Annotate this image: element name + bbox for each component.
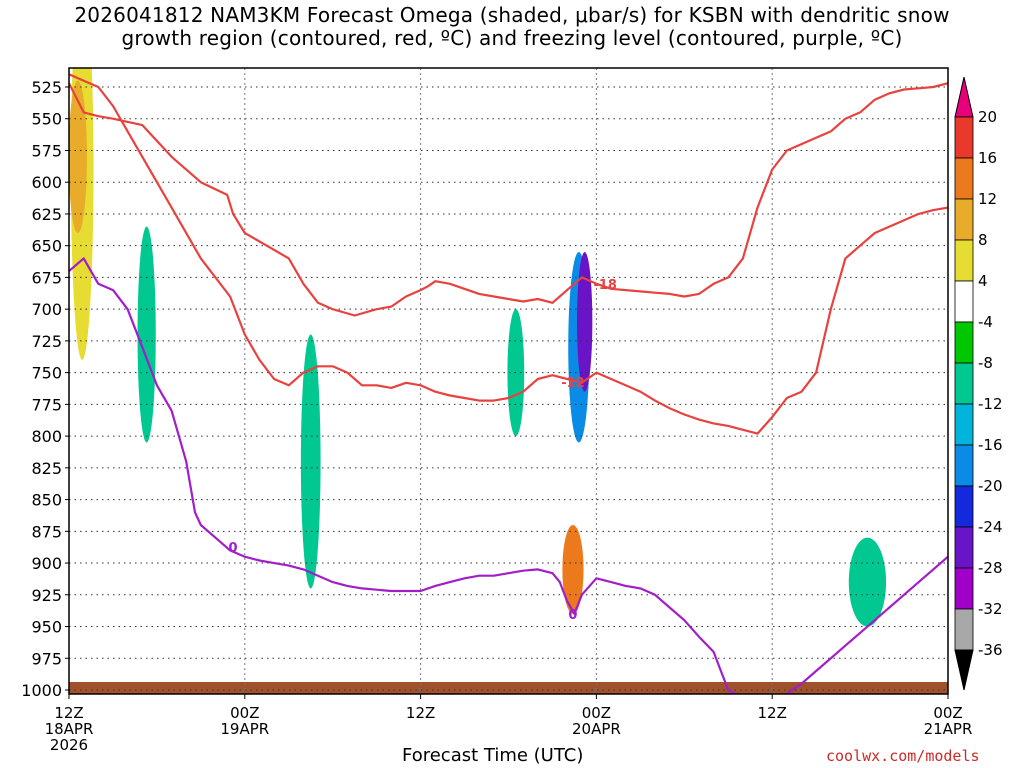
omega-region [300, 334, 321, 589]
plot-frame [68, 67, 949, 695]
colorbar-label: -20 [978, 477, 1003, 495]
y-tick-label: 725 [31, 332, 62, 351]
colorbar-label: -32 [978, 600, 1003, 618]
colorbar-swatch [954, 157, 974, 200]
colorbar-label: 4 [978, 272, 988, 290]
contour-line [786, 555, 948, 694]
y-tick-label: 550 [31, 110, 62, 129]
omega-region [137, 226, 156, 443]
colorbar-swatch [954, 526, 974, 569]
y-tick-label: 675 [31, 268, 62, 287]
x-tick-label: 00Z [582, 704, 611, 722]
colorbar-label: -36 [978, 641, 1003, 659]
x-tick-label: 2026 [50, 736, 88, 754]
x-tick-label: 12Z [54, 704, 83, 722]
x-axis-label: Forecast Time (UTC) [402, 745, 584, 766]
y-tick-label: 700 [31, 300, 62, 319]
colorbar-label: -16 [978, 436, 1003, 454]
contour-label: 0 [568, 608, 577, 623]
y-tick-label: 625 [31, 205, 62, 224]
colorbar-bottom-arrow [954, 649, 974, 691]
colorbar-swatch [954, 198, 974, 241]
x-tick-label: 19APR [220, 720, 269, 738]
x-tick-label: 20APR [572, 720, 621, 738]
omega-region [848, 537, 887, 627]
x-tick-label: 12Z [406, 704, 435, 722]
omega-region [577, 252, 593, 392]
colorbar-swatch [954, 567, 974, 610]
omega-region [434, 353, 480, 545]
colorbar-label: -4 [978, 313, 993, 331]
chart-title: 2026041812 NAM3KM Forecast Omega (shaded… [74, 3, 950, 50]
contour-label: -18 [593, 278, 617, 293]
colorbar-label: 16 [978, 149, 997, 167]
colorbar-swatch [954, 444, 974, 487]
y-tick-label: 1000 [21, 681, 62, 700]
omega-region [314, 68, 345, 259]
colorbar-label: 20 [978, 108, 997, 126]
omega-region [530, 423, 561, 576]
omega-region [69, 80, 87, 233]
colorbar-label: -28 [978, 559, 1003, 577]
omega-region [562, 524, 584, 614]
y-tick-label: 900 [31, 554, 62, 573]
y-tick-label: 575 [31, 141, 62, 160]
y-tick-label: 875 [31, 522, 62, 541]
colorbar-swatch [954, 403, 974, 446]
contour-label: -12 [561, 376, 585, 391]
omega-region [924, 436, 943, 538]
colorbar-swatch [954, 362, 974, 405]
y-tick-label: 950 [31, 618, 62, 637]
x-tick-label: 00Z [933, 704, 962, 722]
colorbar-label: 12 [978, 190, 997, 208]
terrain-fill [69, 682, 948, 694]
colorbar-label: 8 [978, 231, 988, 249]
y-tick-label: 850 [31, 491, 62, 510]
colorbar-swatch [954, 280, 974, 323]
omega-region [218, 340, 257, 532]
contour-line [69, 82, 948, 317]
colorbar-label: -8 [978, 354, 993, 372]
x-tick-label: 00Z [230, 704, 259, 722]
contour-line [69, 257, 737, 694]
omega-region [97, 68, 117, 208]
y-tick-label: 825 [31, 459, 62, 478]
colorbar-label: -12 [978, 395, 1003, 413]
x-tick-label: 21APR [924, 720, 973, 738]
x-tick-label: 12Z [758, 704, 787, 722]
y-tick-label: 775 [31, 395, 62, 414]
colorbar-swatch [954, 239, 974, 282]
contour-label: 0 [229, 541, 238, 556]
y-tick-label: 925 [31, 586, 62, 605]
x-tick-label: 18APR [45, 720, 94, 738]
colorbar-swatch [954, 485, 974, 528]
y-tick-label: 600 [31, 173, 62, 192]
colorbar-top-arrow [954, 76, 974, 118]
credit-link[interactable]: coolwx.com/models [826, 747, 980, 765]
contour-line [69, 73, 948, 435]
y-tick-label: 525 [31, 78, 62, 97]
omega-region [210, 68, 236, 233]
colorbar-swatch [954, 116, 974, 159]
colorbar-swatch [954, 608, 974, 651]
y-tick-label: 975 [31, 649, 62, 668]
omega-region [845, 169, 890, 424]
colorbar-swatch [954, 321, 974, 364]
y-tick-label: 750 [31, 364, 62, 383]
y-tick-label: 800 [31, 427, 62, 446]
y-tick-label: 650 [31, 237, 62, 256]
colorbar-label: -24 [978, 518, 1003, 536]
